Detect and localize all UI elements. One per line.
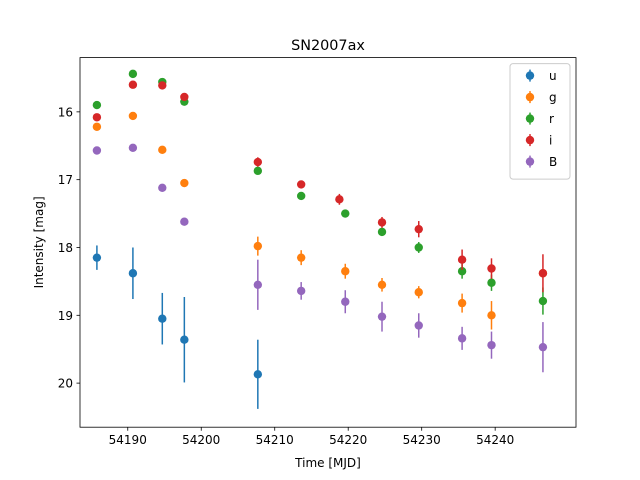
series-u — [92, 245, 263, 409]
data-point-B-3 — [180, 217, 189, 226]
data-point-r-7 — [377, 227, 387, 237]
data-point-r-10 — [487, 278, 496, 287]
data-point-i-0 — [92, 113, 102, 122]
series-i — [92, 80, 548, 293]
data-point-g-10 — [487, 311, 496, 320]
axes-frame — [79, 57, 577, 428]
data-point-i-1 — [128, 80, 138, 89]
legend-label-B: B — [549, 155, 557, 169]
x-tick-label-3: 54220 — [329, 433, 367, 447]
legend-label-u: u — [549, 69, 557, 83]
x-tick-label-5: 54240 — [476, 433, 514, 447]
y-tick-label-3: 19 — [58, 309, 73, 323]
legend-label-i: i — [549, 134, 552, 148]
data-point-B-1 — [128, 143, 138, 152]
data-point-g-2 — [158, 145, 167, 155]
data-point-B-2 — [158, 183, 167, 193]
legend-marker-r — [525, 114, 535, 123]
data-point-g-3 — [180, 178, 189, 188]
data-point-i-5 — [296, 180, 306, 189]
data-point-i-10 — [487, 264, 496, 273]
plot-area — [92, 69, 548, 409]
data-point-r-5 — [296, 191, 306, 201]
data-point-B-10 — [487, 340, 496, 350]
legend-label-g: g — [549, 91, 557, 105]
x-axis-label: Time [MJD] — [294, 456, 361, 470]
data-point-i-8 — [414, 224, 423, 234]
legend-marker-i — [525, 135, 535, 145]
data-point-u-0 — [92, 253, 102, 262]
x-tick-label-4: 54230 — [403, 433, 441, 447]
legend-marker-g — [525, 92, 535, 102]
data-point-g-7 — [377, 280, 387, 289]
x-tick-label-0: 54190 — [109, 433, 147, 447]
axis-ticks: 54190 54200 54210 54220 54230 54240 16 17 18 19 20 — [58, 105, 515, 447]
data-point-r-8 — [414, 243, 423, 252]
legend-box — [509, 63, 571, 180]
series-g — [92, 111, 548, 330]
data-point-u-4 — [253, 370, 263, 379]
legend-label-r: r — [549, 112, 554, 126]
data-point-B-0 — [92, 146, 102, 155]
data-point-i-2 — [158, 81, 167, 90]
data-point-r-6 — [341, 209, 350, 218]
y-tick-label-2: 18 — [58, 241, 73, 255]
legend-marker-B — [525, 157, 535, 166]
data-point-g-0 — [92, 122, 102, 131]
data-point-B-8 — [414, 321, 423, 330]
data-point-B-5 — [296, 286, 306, 296]
y-tick-label-0: 16 — [58, 105, 73, 119]
data-point-g-1 — [128, 111, 138, 121]
data-point-i-4 — [253, 157, 263, 167]
data-point-g-4 — [253, 241, 263, 251]
data-point-u-1 — [128, 269, 138, 278]
data-point-B-6 — [341, 297, 350, 306]
data-point-g-5 — [296, 253, 306, 262]
y-tick-label-4: 20 — [58, 377, 73, 391]
data-point-i-9 — [457, 255, 467, 264]
data-point-g-6 — [341, 267, 350, 276]
x-tick-label-2: 54210 — [256, 433, 294, 447]
data-point-i-11 — [538, 269, 548, 278]
y-axis-label: Intensity [mag] — [32, 196, 46, 288]
data-point-g-9 — [457, 298, 467, 308]
data-point-B-7 — [377, 312, 387, 321]
data-point-r-4 — [253, 166, 263, 176]
y-tick-label-1: 17 — [58, 173, 73, 187]
x-tick-label-1: 54200 — [182, 433, 220, 447]
legend-marker-u — [525, 71, 535, 80]
data-point-B-4 — [253, 280, 263, 289]
data-point-B-9 — [457, 334, 467, 343]
data-point-u-3 — [180, 335, 189, 344]
data-point-i-6 — [335, 195, 344, 204]
data-point-B-11 — [538, 342, 548, 352]
series-B — [92, 143, 548, 373]
data-point-i-7 — [377, 218, 387, 227]
data-point-r-9 — [457, 267, 467, 276]
data-point-u-2 — [158, 314, 167, 323]
chart-title: SN2007ax — [291, 38, 365, 54]
data-point-r-1 — [128, 69, 138, 79]
data-point-g-8 — [414, 288, 423, 297]
data-point-i-3 — [180, 92, 189, 102]
data-point-r-11 — [538, 296, 548, 306]
data-point-r-0 — [92, 100, 102, 110]
